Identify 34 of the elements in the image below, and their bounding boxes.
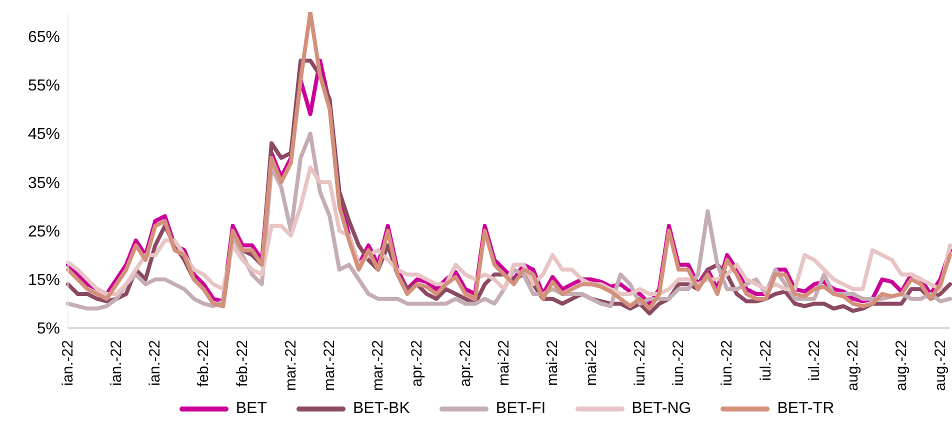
x-tick-label: iun.-22: [631, 340, 648, 386]
x-tick-label: aug.-22: [893, 340, 910, 391]
x-tick-label: iun.-22: [670, 340, 688, 386]
x-tick-label: apr.-22: [456, 340, 474, 387]
x-tick-label: mai-22: [496, 340, 513, 386]
x-tick-label: aug.-22: [932, 340, 949, 391]
x-tick-label: mar.-22: [282, 340, 300, 391]
x-tick-label: ian.-22: [60, 340, 76, 386]
x-tick-label: ian.-22: [108, 340, 125, 386]
legend-label: BET-FI: [496, 400, 546, 418]
x-tick-label: mar.-22: [321, 340, 338, 391]
x-tick-label: feb.-22: [195, 340, 212, 387]
y-tick-label: 45%: [28, 126, 60, 144]
x-tick-label: apr.-22: [408, 340, 426, 387]
x-tick-label: iul.-22: [806, 340, 823, 381]
legend-label: BET-TR: [777, 400, 834, 418]
x-tick-label: ian.-22: [146, 340, 164, 386]
x-tick-label: iun.-22: [718, 340, 736, 386]
y-tick-label: 35%: [28, 174, 60, 192]
y-tick-label: 25%: [28, 223, 60, 240]
x-tick-label: aug.-22: [844, 340, 862, 391]
y-tick-label: 5%: [36, 320, 60, 338]
y-tick-label: 15%: [28, 272, 60, 290]
y-tick-label: 55%: [28, 78, 60, 95]
line-series: [66, 12, 952, 311]
x-tick-label: mar.-22: [370, 340, 387, 391]
x-tick-label: mai-22: [582, 340, 600, 386]
x-tick-label: feb.-22: [234, 340, 251, 387]
legend-label: BET: [236, 400, 267, 418]
y-tick-label: 65%: [28, 28, 60, 46]
legend-label: BET-BK: [352, 400, 410, 418]
legend-label: BET-NG: [632, 400, 692, 418]
x-tick-label: mai-22: [544, 340, 562, 386]
x-tick-label: iul.-22: [757, 340, 774, 381]
